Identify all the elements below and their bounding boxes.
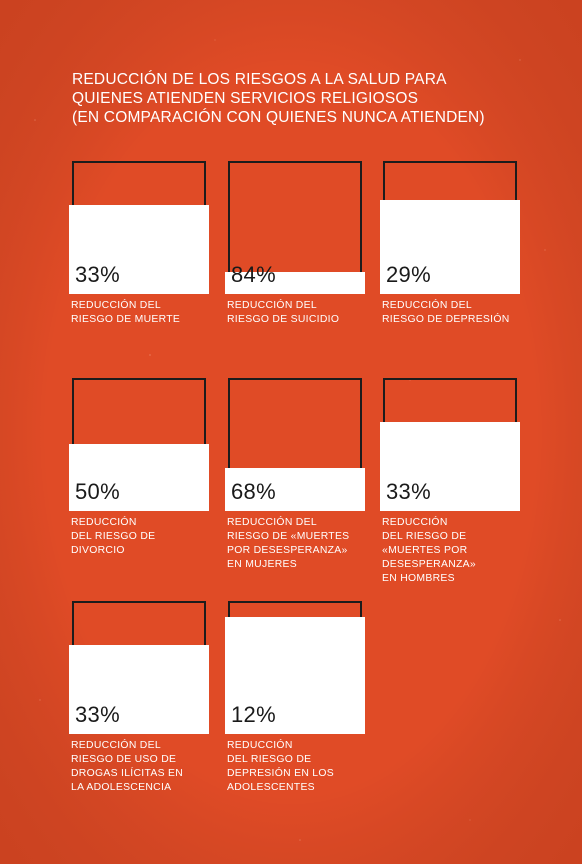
stat-label-line: REDUCCIÓN DEL <box>71 740 161 751</box>
stat-label: REDUCCIÓN DEL RIESGO DE SUICIDIO <box>227 299 367 327</box>
stat-value: 50% <box>75 479 120 504</box>
stat-label-line: REDUCCIÓN <box>227 740 293 751</box>
stat-label-line: DEPRESIÓN EN LOS <box>227 768 335 779</box>
stat-label-line: DIVORCIO <box>71 545 125 556</box>
stat-label: REDUCCIÓN DEL RIESGO DE DIVORCIO <box>71 516 211 558</box>
stat-fill-bar <box>225 468 365 511</box>
chart-title-line-2: QUIENES ATIENDEN SERVICIOS RELIGIOSOS <box>72 90 419 107</box>
stat-label-line: DEL RIESGO DE <box>71 531 156 542</box>
stat-label-line: POR DESESPERANZA» <box>227 545 348 556</box>
stat-label-line: RIESGO DE MUERTE <box>71 314 181 325</box>
stat-label-line: LA ADOLESCENCIA <box>71 782 172 793</box>
stat-label-line: REDUCCIÓN <box>382 517 448 528</box>
stat-label-line: ADOLESCENTES <box>227 782 315 793</box>
stat-fill-bar <box>380 422 520 511</box>
stat-outline <box>228 161 362 294</box>
stat-label-line: RIESGO DE SUICIDIO <box>227 314 340 325</box>
stat-label: REDUCCIÓN DEL RIESGO DE MUERTE <box>71 299 211 327</box>
stat-label: REDUCCIÓN DEL RIESGO DE DEPRESIÓN <box>382 299 522 327</box>
stat-label-line: DEL RIESGO DE <box>227 754 312 765</box>
stat-label-line: EN MUJERES <box>227 559 297 570</box>
stat-value: 33% <box>75 702 120 727</box>
stat-label: REDUCCIÓN DEL RIESGO DE «MUERTES POR DESESP… <box>382 516 522 586</box>
stat-value: 33% <box>75 262 120 287</box>
stat-label-line: RIESGO DE «MUERTES <box>227 531 350 542</box>
chart-title-line-3: (EN COMPARACIÓN CON QUIENES NUNCA ATIEND… <box>72 109 485 126</box>
stat-label-line: DEL RIESGO DE <box>382 531 467 542</box>
chart-title-line-1: REDUCCIÓN DE LOS RIESGOS A LA SALUD PARA <box>72 71 447 88</box>
stat-value: 12% <box>231 702 276 727</box>
stat-label-line: REDUCCIÓN <box>71 517 137 528</box>
stat-fill-bar <box>380 200 520 294</box>
stat-value: 29% <box>386 262 431 287</box>
stat-label-line: DROGAS ILÍCITAS EN <box>71 768 184 779</box>
stat-label-line: REDUCCIÓN DEL <box>227 300 317 311</box>
stat-fill-bar <box>69 645 209 734</box>
stat-label: REDUCCIÓN DEL RIESGO DE DEPRESIÓN EN LOS AD… <box>227 739 367 795</box>
stat-label: REDUCCIÓN DEL RIESGO DE «MUERTES POR DESES… <box>227 516 367 572</box>
stat-value: 84% <box>231 262 276 287</box>
stat-outline <box>228 378 362 511</box>
stat-label-line: DESESPERANZA» <box>382 559 476 570</box>
stat-label-line: RIESGO DE DEPRESIÓN <box>382 314 510 325</box>
stat-label-line: «MUERTES POR <box>382 545 468 556</box>
stat-value: 68% <box>231 479 276 504</box>
stat-value: 33% <box>386 479 431 504</box>
stat-label-line: REDUCCIÓN DEL <box>71 300 161 311</box>
chart-title: REDUCCIÓN DE LOS RIESGOS A LA SALUD PARA… <box>72 70 552 127</box>
stat-label-line: REDUCCIÓN DEL <box>382 300 472 311</box>
stat-fill-bar <box>69 205 209 294</box>
stat-label-line: RIESGO DE USO DE <box>71 754 177 765</box>
stat-fill-bar <box>225 617 365 734</box>
stat-label-line: EN HOMBRES <box>382 573 455 584</box>
stat-fill-bar <box>69 444 209 511</box>
stat-fill-bar <box>225 272 365 294</box>
stat-label-line: REDUCCIÓN DEL <box>227 517 317 528</box>
stat-label: REDUCCIÓN DEL RIESGO DE USO DE DROGAS ILÍC… <box>71 739 211 795</box>
